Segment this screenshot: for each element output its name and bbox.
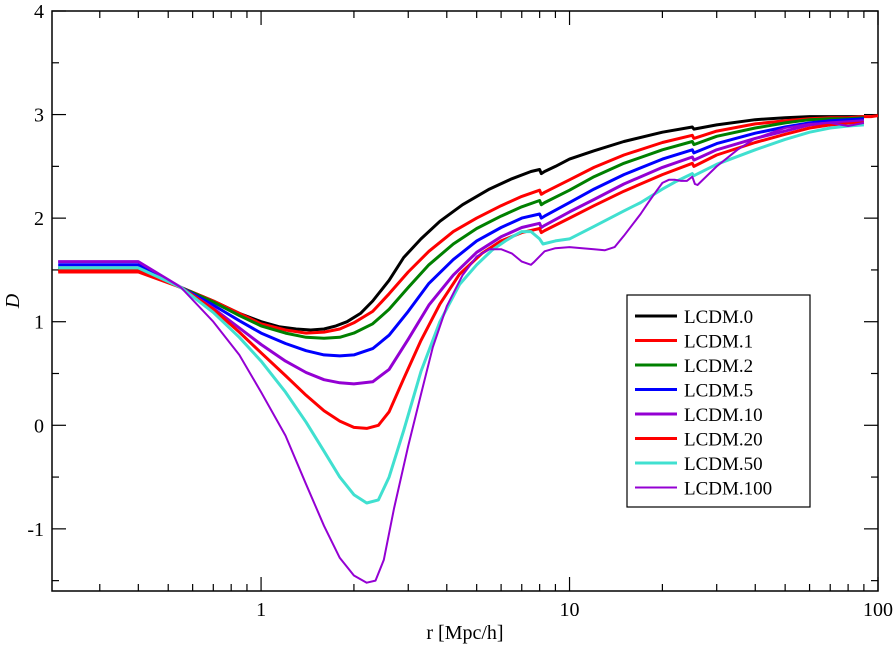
legend: LCDM.0 LCDM.1 LCDM.2 LCDM.5 LCDM.10 LCDM.20 LC… — [626, 294, 811, 508]
series-line-lcdm-5 — [58, 117, 864, 358]
x-tick-label: 10 — [560, 599, 580, 621]
legend-label: LCDM.50 — [684, 454, 763, 475]
y-tick-label: 1 — [34, 312, 44, 334]
series-line-lcdm-10 — [58, 119, 864, 386]
x-tick-label: 100 — [863, 599, 893, 621]
legend-label: LCDM.0 — [684, 307, 753, 328]
series-line-lcdm-0 — [58, 115, 864, 332]
series-line-lcdm-50 — [58, 123, 865, 505]
series-line-lcdm-100 — [58, 121, 865, 584]
axis-ticks — [52, 10, 879, 591]
legend-label: LCDM.2 — [684, 356, 753, 377]
legend-box — [626, 294, 811, 508]
y-tick-label: 4 — [34, 1, 44, 23]
x-axis-label: r [Mpc/h] — [426, 622, 503, 644]
y-tick-label: 3 — [34, 105, 44, 127]
y-axis-label: D — [2, 293, 24, 309]
legend-label: LCDM.5 — [684, 381, 753, 402]
series-line-lcdm-1 — [58, 114, 878, 335]
y-tick-label: 2 — [34, 208, 44, 230]
legend-label: LCDM.20 — [684, 430, 763, 451]
y-tick-label: -1 — [27, 519, 44, 541]
axis-tick-labels: 1 10 100 -1 0 1 2 3 4 — [27, 1, 893, 621]
series-layer — [58, 114, 878, 584]
legend-label: LCDM.100 — [684, 479, 772, 500]
y-tick-label: 0 — [34, 415, 44, 437]
plot-frame — [51, 10, 879, 592]
x-tick-label: 1 — [256, 599, 266, 621]
legend-label: LCDM.1 — [684, 332, 753, 353]
series-line-lcdm-2 — [58, 116, 864, 340]
legend-label: LCDM.10 — [684, 405, 763, 426]
